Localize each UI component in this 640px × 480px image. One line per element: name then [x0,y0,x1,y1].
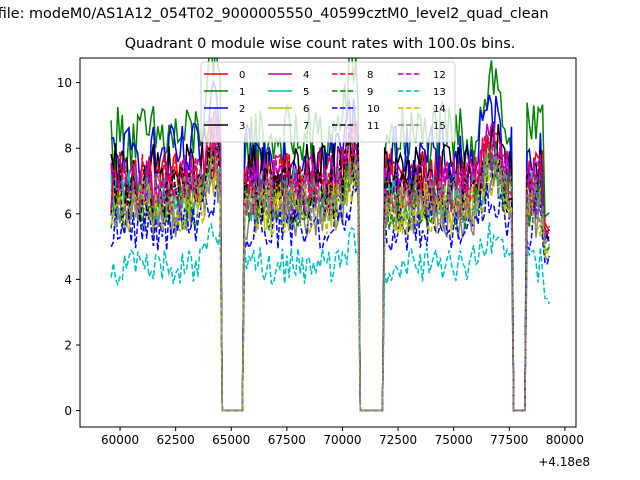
x-tick-label: 70000 [323,433,361,447]
legend-label-5: 5 [303,87,309,98]
y-tick-label: 8 [64,142,72,156]
legend-label-11: 11 [367,121,380,132]
series-line-12 [110,131,550,412]
legend-label-2: 2 [239,104,245,115]
series-line-2 [110,79,550,412]
legend-label-4: 4 [303,70,309,81]
series-line-13 [110,221,550,412]
legend-label-12: 12 [433,70,446,81]
x-tick-label: 75000 [435,433,473,447]
legend-label-6: 6 [303,104,309,115]
legend-label-13: 13 [433,87,446,98]
series-line-8 [110,120,551,412]
x-tick-label: 67500 [268,433,306,447]
plot-frame [79,57,577,428]
chart-title: Quadrant 0 module wise count rates with … [124,36,516,52]
x-tick-label: 65000 [212,433,250,447]
y-tick-label: 10 [57,76,72,90]
series-line-10 [110,182,551,412]
legend-label-9: 9 [367,87,373,98]
legend-label-0: 0 [239,70,245,81]
y-tick-label: 6 [64,207,72,221]
x-tick-label: 62500 [157,433,195,447]
figure-suptitle: n file: modeM0/AS1A12_054T02_9000005550_… [0,6,549,22]
y-axis: 0 2 4 6 8 10 [57,76,80,418]
x-tick-label: 80000 [546,433,584,447]
x-tick-label: 60000 [101,433,139,447]
legend-label-3: 3 [239,121,245,132]
legend-label-15: 15 [433,121,446,132]
y-tick-label: 4 [64,273,72,287]
x-tick-label: 77500 [490,433,528,447]
series-line-15 [110,146,550,412]
legend-label-1: 1 [239,87,245,98]
x-tick-label: 72500 [379,433,417,447]
x-axis: 60000 62500 65000 67500 70000 72500 75000 77500… [101,427,584,447]
y-tick-label: 0 [64,404,72,418]
series-layer [110,58,551,412]
x-offset-label: +4.18e8 [538,455,590,469]
legend-label-14: 14 [433,104,446,115]
legend-label-7: 7 [303,121,309,132]
legend-label-8: 8 [367,70,373,81]
legend-frame [200,61,456,143]
y-tick-label: 2 [64,339,72,353]
legend-label-10: 10 [367,104,380,115]
